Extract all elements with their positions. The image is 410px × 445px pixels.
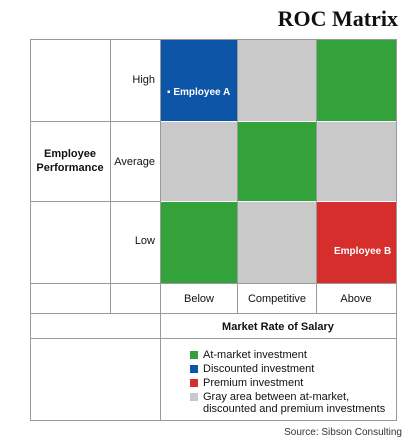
legend-swatch <box>190 365 198 373</box>
column-label-below: Below <box>184 293 214 305</box>
column-label-above: Above <box>340 293 372 305</box>
legend-text: At-market investment <box>203 349 307 361</box>
cell-high-competitive <box>238 40 316 121</box>
chart-title: ROC Matrix <box>277 6 398 31</box>
legend-text: Gray area between at-market, discounted … <box>203 391 386 415</box>
legend-swatch <box>190 351 198 359</box>
employee-b-label: Employee B <box>334 246 392 257</box>
grid-line <box>30 420 397 421</box>
employee-a-label: ▪ Employee A <box>167 87 231 98</box>
grid-line <box>30 313 397 314</box>
cell-low-below <box>161 202 237 283</box>
cell-average-above <box>317 122 396 201</box>
cell-high-below: ▪ Employee A <box>161 40 237 121</box>
cell-low-competitive <box>238 202 316 283</box>
grid-line <box>30 39 31 421</box>
grid-line <box>30 338 397 339</box>
legend-swatch <box>190 393 198 401</box>
legend-swatch <box>190 379 198 387</box>
grid-line <box>160 39 161 421</box>
grid-line <box>30 121 160 122</box>
row-label-average: Average <box>114 156 155 168</box>
x-axis-label: Market Rate of Salary <box>222 321 334 333</box>
source-note: Source: Sibson Consulting <box>284 427 402 438</box>
y-axis-label: Employee Performance <box>36 148 104 174</box>
cell-high-above <box>317 40 396 121</box>
grid-line <box>316 39 317 313</box>
grid-line <box>110 39 111 313</box>
legend-text: Premium investment <box>203 377 304 389</box>
row-label-high: High <box>132 74 155 86</box>
cell-average-below <box>161 122 237 201</box>
grid-line <box>30 283 397 284</box>
legend-text: Discounted investment <box>203 363 315 375</box>
cell-low-above: Employee B <box>317 202 396 283</box>
column-label-competitive: Competitive <box>247 293 307 305</box>
grid-line <box>30 39 397 40</box>
grid-line <box>237 39 238 313</box>
row-label-low: Low <box>134 235 155 247</box>
cell-average-competitive <box>238 122 316 201</box>
grid-line <box>396 39 397 421</box>
grid-line <box>30 201 160 202</box>
